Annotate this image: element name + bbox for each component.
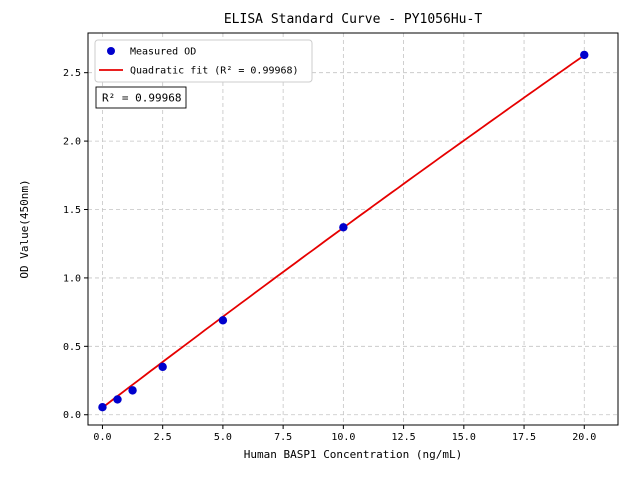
data-point [580, 50, 589, 60]
data-point [158, 362, 167, 372]
legend-marker-dot [107, 47, 115, 55]
y-tick-label: 1.5 [63, 205, 81, 216]
x-tick-label: 2.5 [154, 432, 172, 443]
y-axis-label: OD Value(450nm) [18, 179, 31, 278]
y-tick-label: 2.0 [63, 137, 81, 148]
chart-title: ELISA Standard Curve - PY1056Hu-T [224, 12, 482, 27]
x-tick-label: 10.0 [331, 432, 355, 443]
y-tick-label: 2.5 [63, 68, 81, 79]
data-point [339, 223, 348, 232]
x-tick-label: 12.5 [392, 432, 416, 443]
legend-box [94, 39, 313, 83]
y-tick-label: 0.0 [63, 410, 81, 421]
x-tick-label: 5.0 [214, 432, 232, 443]
y-tick-label: 1.0 [63, 273, 81, 284]
x-axis-label: Human BASP1 Concentration (ng/mL) [244, 448, 463, 461]
data-point [218, 316, 228, 325]
y-tick-label: 0.5 [63, 342, 81, 353]
data-point [113, 395, 122, 404]
data-point [128, 386, 137, 395]
r-squared-text: R² = 0.99968 [102, 92, 181, 105]
x-tick-label: 15.0 [452, 432, 476, 443]
x-tick-label: 7.5 [274, 432, 292, 443]
legend: Measured OD Quadratic fit (R² = 0.99968) [94, 39, 313, 83]
x-tick-label: 17.5 [512, 432, 536, 443]
annotation-box [95, 86, 187, 109]
r-squared-annotation: R² = 0.99968 [95, 86, 187, 109]
data-point [98, 403, 107, 412]
legend-entry-quadratic-fit: Quadratic fit (R² = 0.99968) [130, 66, 299, 77]
x-tick-label: 20.0 [572, 432, 596, 443]
plot-border [87, 32, 619, 426]
legend-entry-measured-od: Measured OD [130, 47, 196, 58]
x-tick-label: 0.0 [93, 432, 111, 443]
